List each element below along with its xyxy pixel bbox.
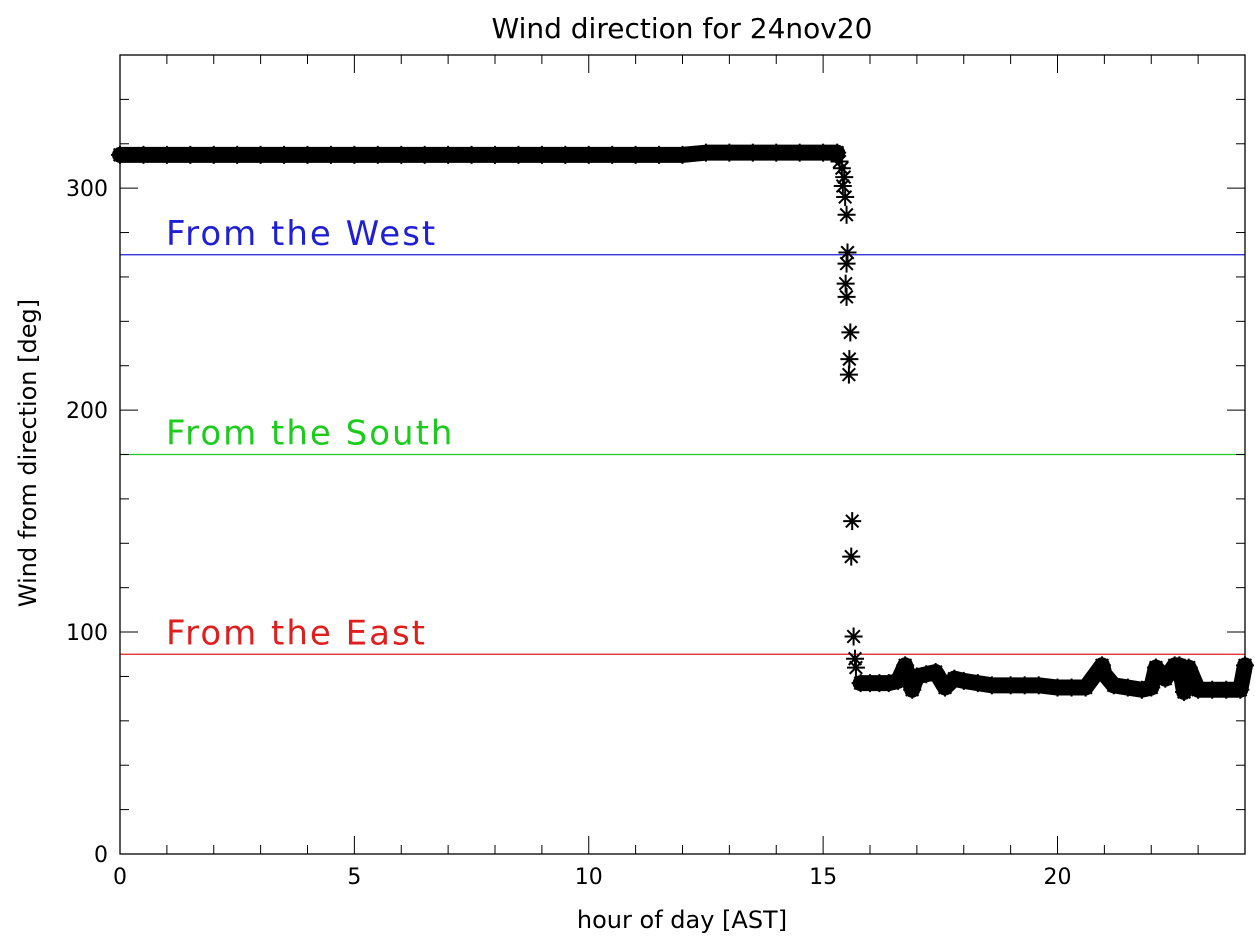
y-tick-label: 200 [66,399,108,424]
x-tick-label: 0 [113,865,127,890]
x-tick-label: 5 [347,865,361,890]
data-point [840,350,859,369]
x-axis-title: hour of day [AST] [577,906,787,934]
data-points [111,143,1254,701]
data-point [844,627,863,646]
x-tick-label: 20 [1044,865,1072,890]
y-tick-label: 300 [66,177,108,202]
reference-line-label: From the West [166,214,437,254]
y-tick-label: 0 [94,843,108,868]
reference-lines: From the West From the South From the East [120,214,1245,655]
data-point [837,254,856,273]
data-point [841,323,860,342]
x-tick-label: 10 [575,865,603,890]
dense-sample-band [852,657,1253,700]
data-point [833,176,852,195]
dense-sample-band [112,144,846,163]
data-point [837,287,856,306]
y-tick-label: 100 [66,621,108,646]
chart-title: Wind direction for 24nov20 [492,12,873,45]
data-point [846,658,865,677]
reference-line-label: From the East [166,613,427,653]
data-point [842,547,861,566]
x-tick-label: 15 [809,865,837,890]
reference-line-label: From the South [166,414,454,454]
y-axis-title: Wind from direction [deg] [14,299,42,607]
data-point [839,365,858,384]
data-point [837,205,856,224]
data-point [836,188,855,207]
data-point [843,512,862,531]
